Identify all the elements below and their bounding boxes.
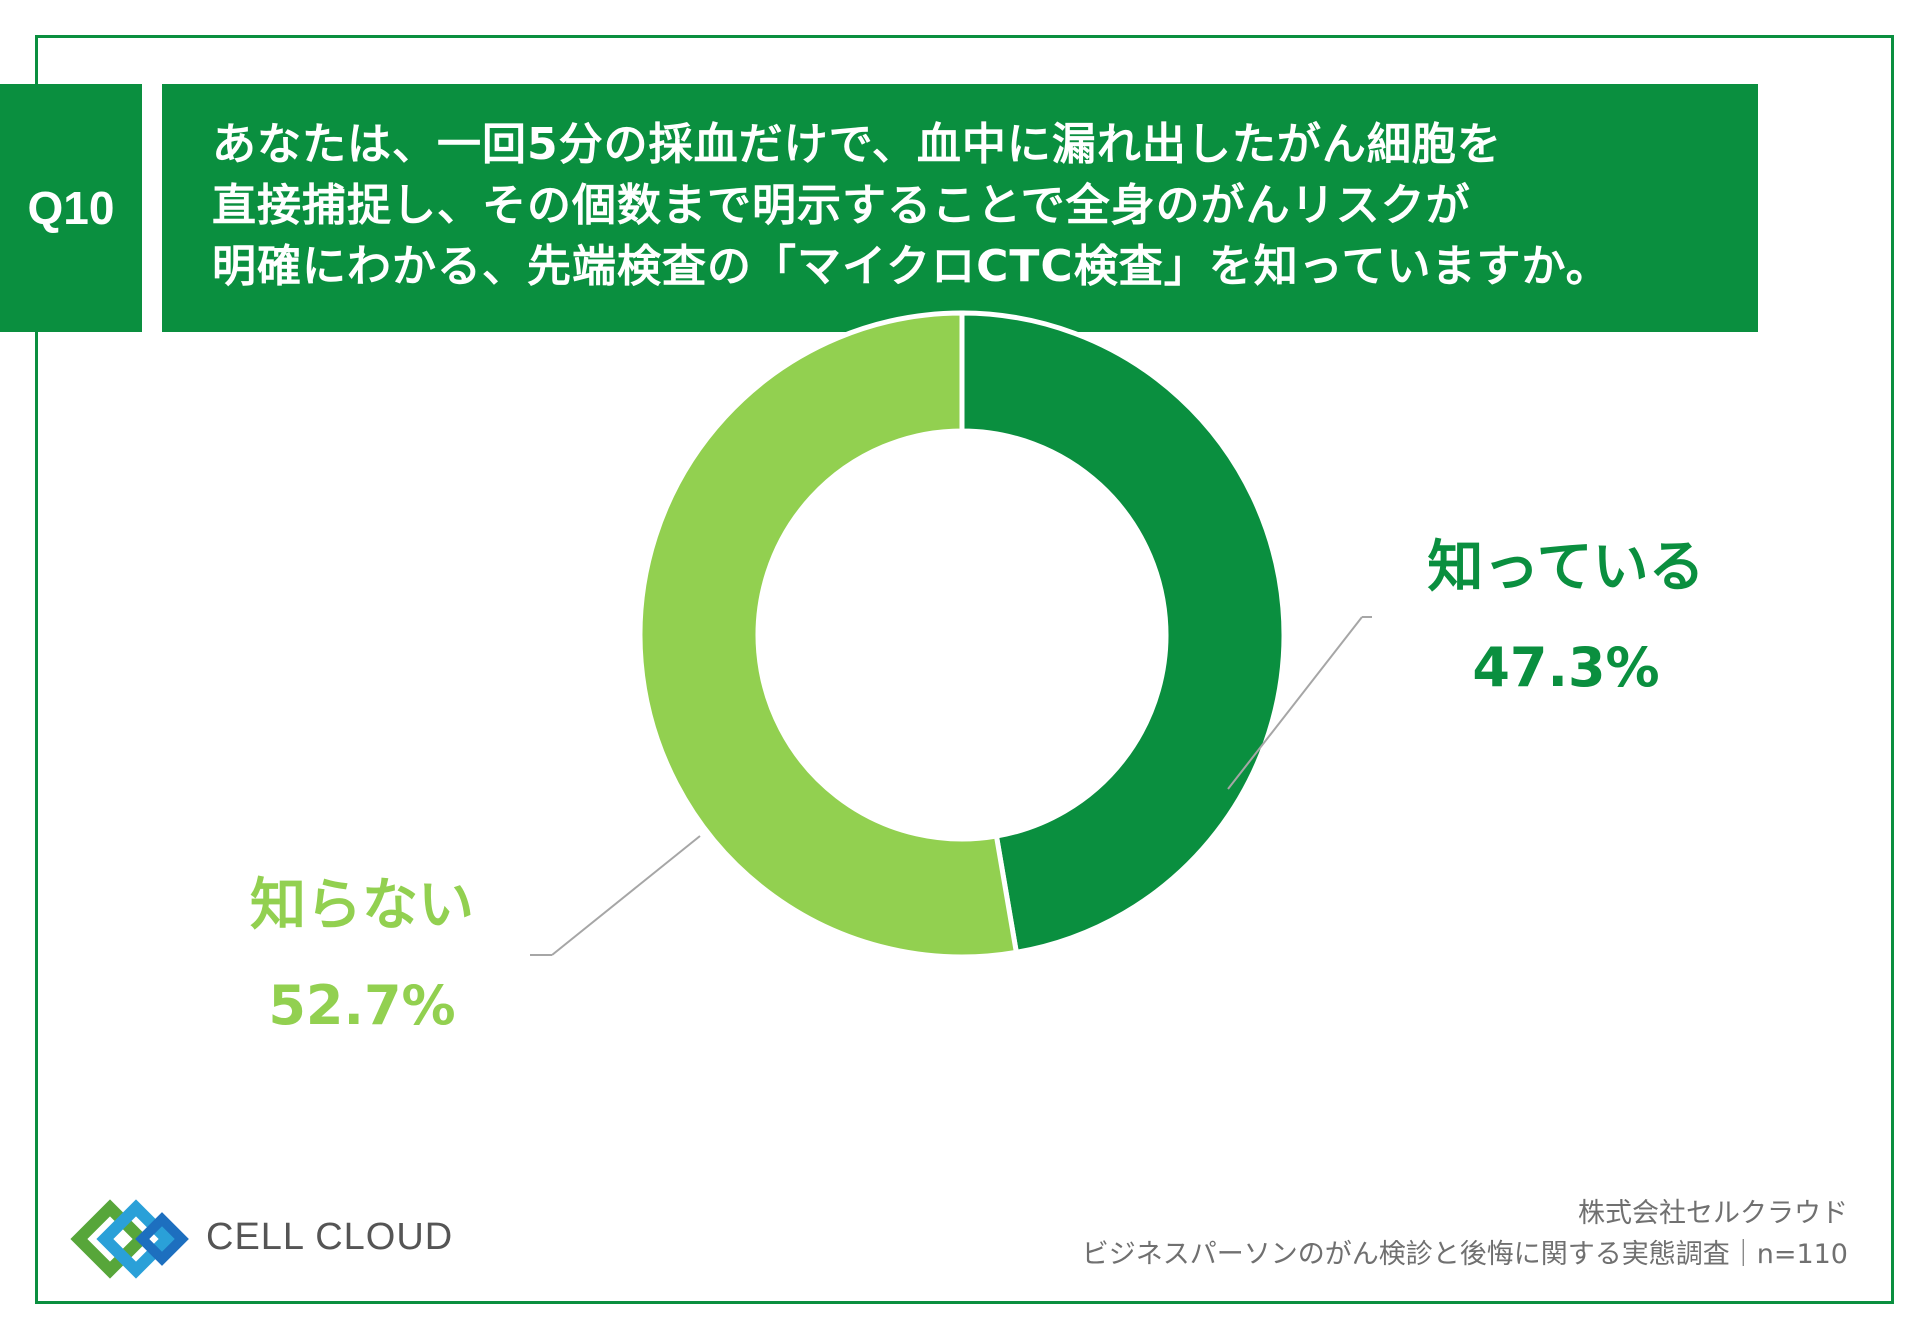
slice-value-know: 47.3% xyxy=(1472,636,1659,699)
slice-label-dontknow: 知らない xyxy=(250,873,474,938)
donut-slice-dontknow xyxy=(637,310,1020,960)
question-number: Q10 xyxy=(27,182,115,234)
survey-caption: ビジネスパーソンのがん検診と後悔に関する実態調査｜n=110 xyxy=(1081,1239,1848,1270)
donut-slice-know xyxy=(959,310,1287,956)
logo-wordmark: CELL CLOUD xyxy=(206,1216,454,1258)
question-line-2: 直接捕捉し、その個数まで明示することで全身のがんリスクが xyxy=(212,180,1471,231)
cell-cloud-logo-icon xyxy=(70,1199,189,1279)
slide-frame xyxy=(35,35,1894,1304)
question-line-1: あなたは、一回5分の採血だけで、血中に漏れ出したがん細胞を xyxy=(212,119,1502,170)
source-footer: 株式会社セルクラウド ビジネスパーソンのがん検診と後悔に関する実態調査｜n=11… xyxy=(1082,1193,1848,1275)
slice-label-know: 知っている xyxy=(1427,535,1704,600)
slice-value-dontknow: 52.7% xyxy=(268,974,455,1037)
question-number-badge: Q10 xyxy=(0,84,142,332)
question-box: あなたは、一回5分の採血だけで、血中に漏れ出したがん細胞を 直接捕捉し、その個数… xyxy=(162,84,1758,332)
question-line-3: 明確にわかる、先端検査の「マイクロCTC検査」を知っていますか。 xyxy=(212,241,1611,292)
donut-slices xyxy=(637,310,1287,960)
leader-line-dontknow xyxy=(551,835,701,956)
company-name: 株式会社セルクラウド xyxy=(1578,1198,1848,1229)
leader-line-know xyxy=(1227,616,1363,790)
